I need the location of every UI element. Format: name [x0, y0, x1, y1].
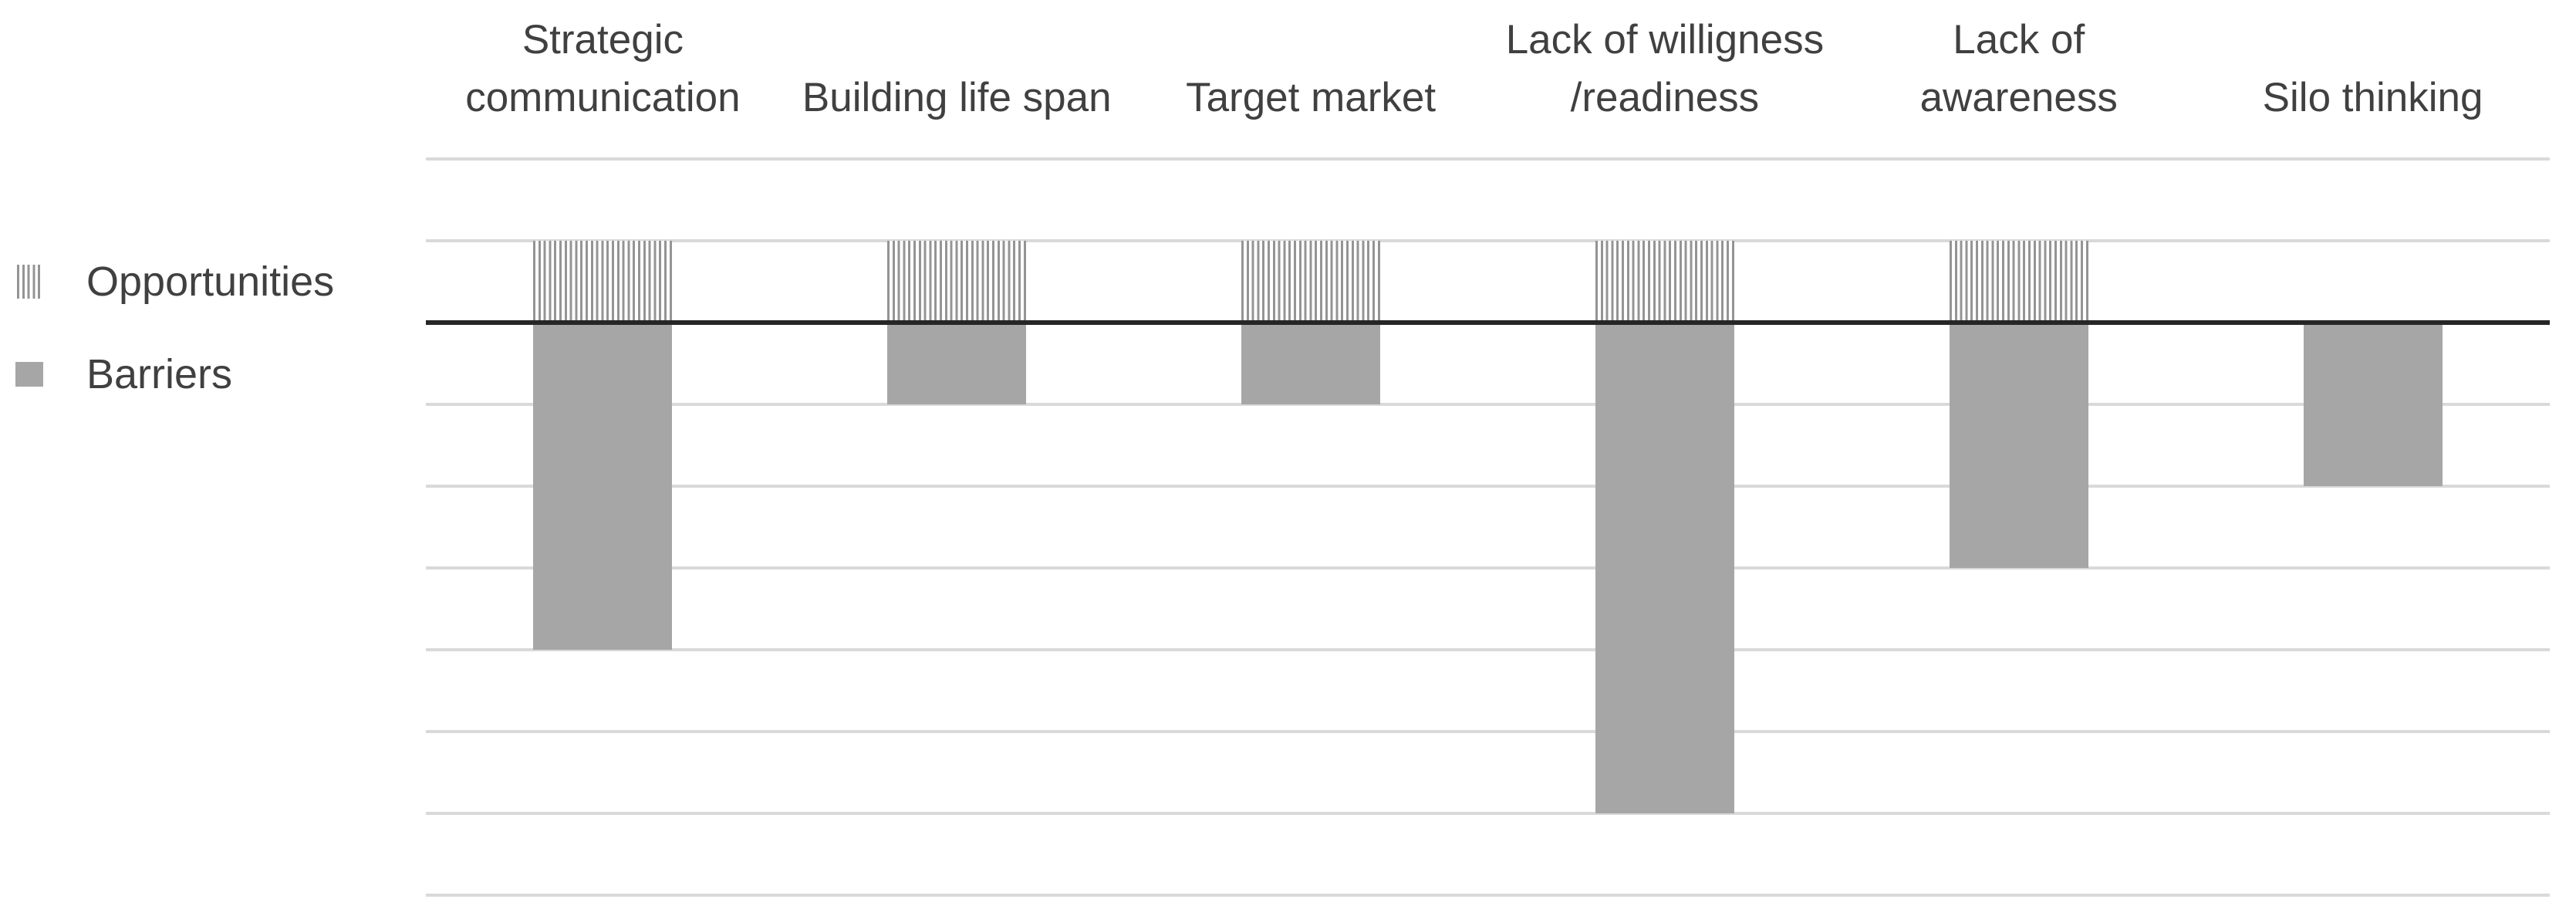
zero-axis-line	[426, 320, 2550, 325]
category-label-line: /readiness	[1570, 75, 1760, 120]
bar-barriers-5	[2303, 323, 2443, 486]
category-label-line: Strategic	[522, 17, 684, 63]
legend-item-opportunities: Opportunities	[17, 258, 334, 306]
gridline	[426, 566, 2550, 570]
category-label-4: Lack of awareness	[1842, 0, 2196, 127]
legend-label-barriers: Barriers	[86, 351, 233, 397]
bar-barriers-3	[1595, 323, 1734, 813]
category-label-0: Strategic communication	[426, 0, 780, 127]
gridline	[426, 648, 2550, 651]
bar-opportunities-0	[533, 241, 673, 323]
bar-opportunities-1	[887, 241, 1027, 323]
bar-barriers-2	[1241, 323, 1381, 404]
category-label-line: awareness	[1919, 75, 2118, 120]
category-label-line: Lack of	[1953, 17, 2085, 63]
gridline	[426, 485, 2550, 488]
category-label-5: Silo thinking	[2196, 0, 2550, 127]
bar-opportunities-3	[1595, 241, 1734, 323]
gridline	[426, 403, 2550, 406]
category-label-3: Lack of willigness/readiness	[1488, 0, 1842, 127]
legend-label-opportunities: Opportunities	[86, 259, 335, 305]
gridline	[426, 812, 2550, 815]
opportunities-striped-swatch-icon	[17, 265, 43, 299]
legend-item-barriers: Barriers	[15, 350, 232, 398]
bar-barriers-1	[887, 323, 1027, 404]
category-label-1: Building life span	[780, 0, 1134, 127]
gridline	[426, 894, 2550, 897]
gridline	[426, 730, 2550, 733]
barriers-solid-swatch-icon	[15, 362, 43, 387]
category-label-line: Silo thinking	[2262, 75, 2483, 120]
gridline	[426, 157, 2550, 161]
category-label-line: Lack of willigness	[1505, 17, 1825, 63]
gridline	[426, 239, 2550, 242]
category-label-line: Building life span	[802, 75, 1112, 120]
bar-barriers-0	[533, 323, 673, 650]
bar-opportunities-4	[1949, 241, 2088, 323]
category-label-2: Target market	[1134, 0, 1488, 127]
category-label-line: Target market	[1186, 75, 1437, 120]
bar-opportunities-2	[1241, 241, 1381, 323]
bar-barriers-4	[1949, 323, 2088, 568]
category-label-line: communication	[465, 75, 741, 120]
